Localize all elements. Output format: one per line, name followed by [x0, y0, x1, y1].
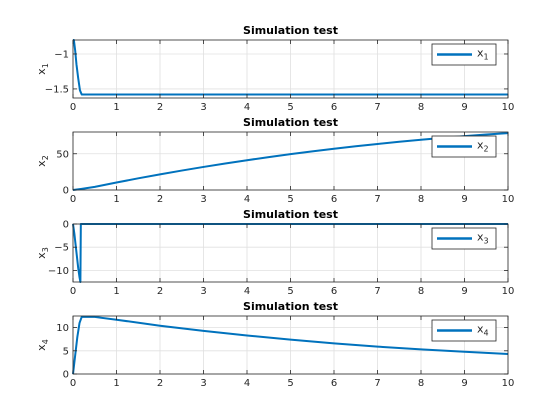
x-tick-label: 5 — [287, 102, 293, 113]
legend: x4 — [431, 319, 497, 342]
legend-label: x1 — [477, 47, 489, 62]
y-tick-label: 10 — [56, 323, 69, 334]
x-tick-label: 10 — [502, 378, 515, 389]
x-tick-label: 6 — [331, 378, 337, 389]
x-tick-label: 2 — [157, 378, 163, 389]
x-tick-label: 2 — [157, 286, 163, 297]
y-tick-label: 50 — [56, 149, 69, 160]
series-line-x4 — [72, 315, 509, 375]
x-tick-label: 3 — [200, 194, 206, 205]
y-axis-label: x4 — [35, 339, 50, 351]
x-tick-label: 0 — [70, 102, 76, 113]
y-tick-label: −1.5 — [45, 84, 69, 95]
x-tick-label: 8 — [418, 102, 424, 113]
x-tick-label: 3 — [200, 378, 206, 389]
subplot-title: Simulation test — [243, 300, 338, 313]
x-tick-label: 5 — [287, 194, 293, 205]
x-tick-label: 8 — [418, 378, 424, 389]
y-tick-label: −5 — [54, 243, 69, 254]
x-tick-label: 5 — [287, 286, 293, 297]
x-tick-label: 0 — [70, 286, 76, 297]
x-tick-label: 7 — [374, 194, 380, 205]
subplot-4: 0 1 2 3 4 5 6 7 8 9 10 0 5 10 Simulation test x4 x4 — [35, 300, 514, 389]
subplot-3: 0 1 2 3 4 5 6 7 8 9 10 −10 −5 0 Simulation test x3 x3 — [35, 208, 514, 297]
x-tick-label: 10 — [502, 102, 515, 113]
x-tick-label: 9 — [461, 194, 467, 205]
x-tick-label: 9 — [461, 102, 467, 113]
x-tick-label: 6 — [331, 194, 337, 205]
x-tick-label: 8 — [418, 286, 424, 297]
legend-label: x3 — [477, 231, 489, 246]
x-tick-label: 1 — [113, 378, 119, 389]
subplot-title: Simulation test — [243, 24, 338, 37]
x-tick-label: 4 — [244, 378, 250, 389]
y-tick-label: 5 — [63, 346, 69, 357]
x-tick-label: 2 — [157, 194, 163, 205]
y-tick-label: 0 — [63, 220, 69, 231]
x-tick-label: 4 — [244, 102, 250, 113]
subplot-1: 0 1 2 3 4 5 6 7 8 9 10 −1.5 −1 Simulation test x1 x1 — [35, 24, 514, 113]
x-tick-label: 3 — [200, 286, 206, 297]
x-tick-label: 4 — [244, 286, 250, 297]
x-tick-label: 5 — [287, 378, 293, 389]
x-tick-label: 6 — [331, 286, 337, 297]
y-tick-label: −1 — [54, 49, 69, 60]
y-axis-label: x1 — [35, 63, 50, 75]
subplot-title: Simulation test — [243, 116, 338, 129]
legend-label: x4 — [477, 323, 489, 338]
x-tick-label: 3 — [200, 102, 206, 113]
x-tick-label: 7 — [374, 102, 380, 113]
x-tick-label: 1 — [113, 286, 119, 297]
x-tick-label: 7 — [374, 286, 380, 297]
x-tick-label: 9 — [461, 286, 467, 297]
x-tick-label: 0 — [70, 378, 76, 389]
legend-label: x2 — [477, 139, 489, 154]
x-tick-label: 10 — [502, 286, 515, 297]
x-tick-label: 4 — [244, 194, 250, 205]
x-tick-label: 9 — [461, 378, 467, 389]
subplot-title: Simulation test — [243, 208, 338, 221]
y-axis-label: x2 — [35, 155, 50, 167]
legend: x3 — [431, 227, 497, 250]
x-tick-label: 10 — [502, 194, 515, 205]
y-tick-label: −10 — [48, 266, 69, 277]
x-tick-label: 1 — [113, 194, 119, 205]
x-tick-label: 7 — [374, 378, 380, 389]
y-axis-label: x3 — [35, 247, 50, 259]
subplot-2: 0 1 2 3 4 5 6 7 8 9 10 0 50 Simulation test x2 x2 — [35, 116, 514, 205]
legend: x1 — [431, 43, 497, 66]
x-tick-label: 0 — [70, 194, 76, 205]
y-tick-label: 0 — [63, 370, 69, 381]
legend: x2 — [431, 135, 497, 158]
x-tick-label: 8 — [418, 194, 424, 205]
x-tick-label: 1 — [113, 102, 119, 113]
y-tick-label: 0 — [63, 186, 69, 197]
x-tick-label: 6 — [331, 102, 337, 113]
x-tick-label: 2 — [157, 102, 163, 113]
